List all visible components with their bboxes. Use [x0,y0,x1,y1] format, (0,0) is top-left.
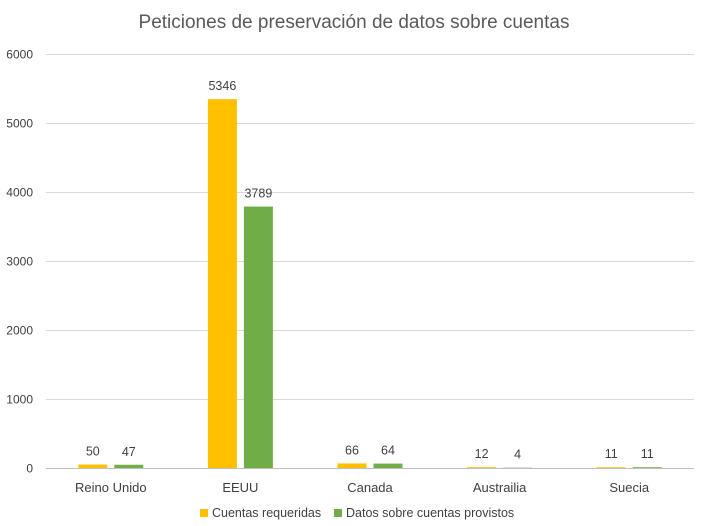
y-tick-label: 3000 [6,255,33,269]
data-label: 66 [345,443,359,457]
y-tick-label: 1000 [6,393,33,407]
data-label: 4 [514,448,521,462]
bar-canada-series-1 [337,463,367,468]
data-label: 47 [122,445,136,459]
y-tick-label: 5000 [6,117,33,131]
bar-austrailia-series-1 [467,467,497,468]
data-label: 64 [381,444,395,458]
y-tick-label: 2000 [6,324,33,338]
data-label: 50 [86,445,100,459]
bar-eeuu-series-1 [207,99,237,468]
x-tick-label: Reino Unido [75,480,147,495]
x-tick-label: Suecia [609,480,650,495]
legend-swatch [200,509,208,517]
bar-reino-unido-series-2 [114,464,144,468]
y-tick-label: 6000 [6,48,33,62]
chart-title: Peticiones de preservación de datos sobr… [139,12,570,33]
x-tick-label: EEUU [222,480,258,495]
y-tick-label: 0 [26,462,33,476]
y-axis-ticks: 0 1000 2000 3000 4000 5000 6000 [6,48,33,476]
bar-eeuu-series-2 [243,206,273,468]
x-tick-label: Austrailia [473,480,527,495]
data-label: 12 [475,447,489,461]
bar-suecia-series-2 [632,467,662,468]
legend: Cuentas requeridas Datos sobre cuentas pr… [200,506,514,520]
gridlines [46,54,694,469]
data-labels: 50 47 5346 3789 66 64 12 4 11 11 [86,79,654,462]
data-label: 5346 [208,79,236,93]
legend-label: Datos sobre cuentas provistos [346,506,514,520]
x-axis-ticks: Reino Unido EEUU Canada Austrailia Suecia [75,480,650,495]
bars [78,99,662,468]
legend-label: Cuentas requeridas [212,506,321,520]
bar-reino-unido-series-1 [78,464,108,468]
y-tick-label: 4000 [6,186,33,200]
x-tick-label: Canada [347,480,393,495]
legend-swatch [334,509,342,517]
data-label: 11 [641,447,654,461]
data-label: 3789 [244,187,272,201]
bar-suecia-series-1 [596,467,626,468]
data-label: 11 [605,447,618,461]
bar-canada-series-2 [373,463,403,468]
